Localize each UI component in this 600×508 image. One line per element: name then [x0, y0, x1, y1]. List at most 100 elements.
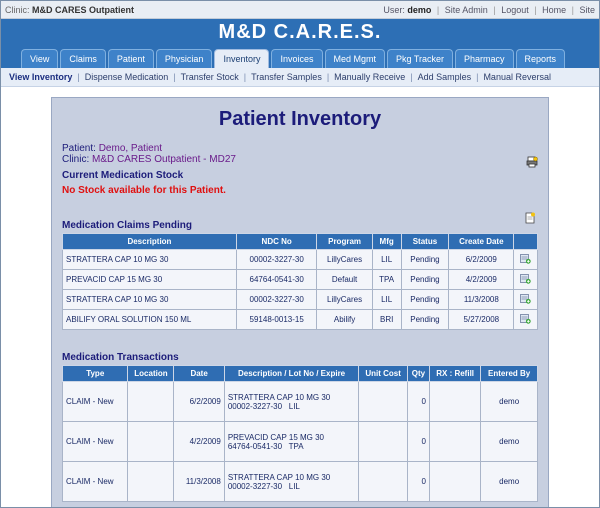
claim-mfg: LIL — [371, 289, 402, 310]
tab-patient[interactable]: Patient — [107, 49, 154, 68]
clinic-line: Clinic: M&D CARES Outpatient - MD27 — [62, 154, 538, 165]
col-ndc[interactable]: NDC No — [235, 233, 318, 250]
claim-ndc: 64764-0541-30 — [235, 269, 318, 290]
claim-ndc: 00002-3227-30 — [235, 289, 318, 310]
tx-rx-refill — [428, 421, 482, 462]
add-to-inventory-icon[interactable] — [520, 253, 531, 264]
tab-physician[interactable]: Physician — [155, 49, 213, 68]
claim-status: Pending — [400, 289, 450, 310]
user-label: User: — [383, 4, 405, 15]
main-tabs: View Claims Patient Physician Inventory … — [21, 49, 567, 68]
claim-create-date: 5/27/2008 — [448, 309, 515, 330]
tx-entered-by: demo — [480, 421, 538, 462]
tx-ndc-mfg-line: 00002-3227-30 LIL — [227, 401, 300, 411]
claim-description: PREVACID CAP 15 MG 30 — [62, 269, 237, 290]
home-link[interactable]: Home — [542, 4, 567, 15]
claim-program: LillyCares — [316, 249, 373, 270]
tab-invoices[interactable]: Invoices — [271, 49, 323, 68]
tx-type: CLAIM - New — [61, 381, 129, 422]
claim-mfg: TPA — [371, 269, 402, 290]
col-desc-lot-expire[interactable]: Description / Lot No / Expire — [223, 365, 360, 382]
site-link[interactable]: Site — [579, 4, 595, 15]
tab-inventory[interactable]: Inventory — [214, 49, 270, 68]
claim-program: Abilify — [316, 309, 373, 330]
tx-unit-cost — [358, 461, 408, 502]
col-action — [513, 233, 538, 250]
tx-description: STRATTERA CAP 10 MG 30 00002-3227-30 LIL — [223, 461, 360, 502]
tx-entered-by: demo — [480, 461, 538, 502]
no-stock-message: No Stock available for this Patient. — [62, 185, 226, 196]
patient-value: Demo, Patient — [98, 143, 163, 154]
subnav-view-inventory[interactable]: View Inventory — [9, 72, 73, 82]
tx-description: PREVACID CAP 15 MG 30 64764-0541-30 TPA — [223, 421, 360, 462]
claim-create-date: 6/2/2009 — [448, 249, 515, 270]
tab-view[interactable]: View — [21, 49, 59, 68]
col-entered-by[interactable]: Entered By — [480, 365, 538, 382]
transactions-title: Medication Transactions — [62, 352, 179, 363]
col-qty[interactable]: Qty — [406, 365, 430, 382]
claims-header-row: Description NDC No Program Mfg Status Cr… — [62, 233, 538, 250]
subnav-add-samples[interactable]: Add Samples — [417, 72, 472, 82]
print-icon[interactable] — [526, 156, 538, 168]
tx-desc-line: STRATTERA CAP 10 MG 30 — [227, 392, 331, 402]
subnav-manual-reversal[interactable]: Manual Reversal — [483, 72, 551, 82]
clinic-name: M&D CARES Outpatient — [32, 4, 135, 15]
sub-navigation: View Inventory | Dispense Medication | T… — [1, 68, 599, 87]
add-to-inventory-icon[interactable] — [520, 293, 531, 304]
tx-entered-by: demo — [480, 381, 538, 422]
top-links: User: demo | Site Admin | Logout | Home … — [383, 4, 595, 15]
app-header: M&D C.A.R.E.S. View Claims Patient Physi… — [1, 19, 599, 68]
tab-claims[interactable]: Claims — [60, 49, 106, 68]
tx-desc-line: PREVACID CAP 15 MG 30 — [227, 432, 324, 442]
tx-date: 6/2/2009 — [173, 381, 225, 422]
claim-status: Pending — [400, 269, 450, 290]
site-admin-link[interactable]: Site Admin — [444, 4, 488, 15]
claim-action-cell — [513, 309, 538, 330]
col-program[interactable]: Program — [316, 233, 373, 250]
col-rx-refill[interactable]: RX : Refill — [428, 365, 482, 382]
tab-pharmacy[interactable]: Pharmacy — [455, 49, 514, 68]
table-row: STRATTERA CAP 10 MG 30 00002-3227-30 Lilly… — [62, 249, 538, 270]
tx-date: 4/2/2009 — [173, 421, 225, 462]
claim-description: STRATTERA CAP 10 MG 30 — [62, 249, 237, 270]
app-title: M&D C.A.R.E.S. — [218, 21, 382, 43]
tab-pkg-tracker[interactable]: Pkg Tracker — [387, 49, 454, 68]
col-unit-cost[interactable]: Unit Cost — [358, 365, 408, 382]
subnav-transfer-samples[interactable]: Transfer Samples — [251, 72, 322, 82]
logout-link[interactable]: Logout — [501, 4, 529, 15]
clinic-line-value: M&D CARES Outpatient - MD27 — [92, 154, 236, 165]
col-status[interactable]: Status — [400, 233, 450, 250]
tab-reports[interactable]: Reports — [515, 49, 566, 68]
subnav-dispense-medication[interactable]: Dispense Medication — [84, 72, 169, 82]
subnav-manually-receive[interactable]: Manually Receive — [334, 72, 406, 82]
add-to-inventory-icon[interactable] — [520, 313, 531, 324]
col-location[interactable]: Location — [127, 365, 175, 382]
claims-title: Medication Claims Pending — [62, 220, 193, 231]
add-to-inventory-icon[interactable] — [520, 273, 531, 284]
page-title: Patient Inventory — [218, 108, 382, 130]
claim-ndc: 59148-0013-15 — [235, 309, 318, 330]
new-document-icon[interactable] — [524, 212, 536, 224]
col-mfg[interactable]: Mfg — [371, 233, 402, 250]
tx-type: CLAIM - New — [61, 461, 129, 502]
clinic-line-label: Clinic: — [62, 154, 90, 165]
tab-med-mgmt[interactable]: Med Mgmt — [324, 49, 386, 68]
transactions-section: Medication Transactions Type Location Da… — [61, 352, 538, 502]
col-date[interactable]: Date — [173, 365, 225, 382]
claims-section: Medication Claims Pending Description ND… — [62, 212, 538, 330]
claim-mfg: BRI — [371, 309, 402, 330]
col-type[interactable]: Type — [61, 365, 129, 382]
tx-date: 11/3/2008 — [173, 461, 225, 502]
tx-qty: 0 — [406, 461, 430, 502]
col-create-date[interactable]: Create Date — [448, 233, 515, 250]
current-stock-title: Current Medication Stock — [62, 170, 184, 181]
table-row: CLAIM - New 11/3/2008 STRATTERA CAP 10 MG … — [61, 461, 538, 502]
transactions-table: Type Location Date Description / Lot No … — [61, 365, 538, 502]
table-row: CLAIM - New 4/2/2009 PREVACID CAP 15 MG 30… — [61, 421, 538, 462]
claim-status: Pending — [400, 249, 450, 270]
col-description[interactable]: Description — [62, 233, 237, 250]
tx-qty: 0 — [406, 381, 430, 422]
tx-qty: 0 — [406, 421, 430, 462]
tx-type: CLAIM - New — [61, 421, 129, 462]
subnav-transfer-stock[interactable]: Transfer Stock — [180, 72, 239, 82]
